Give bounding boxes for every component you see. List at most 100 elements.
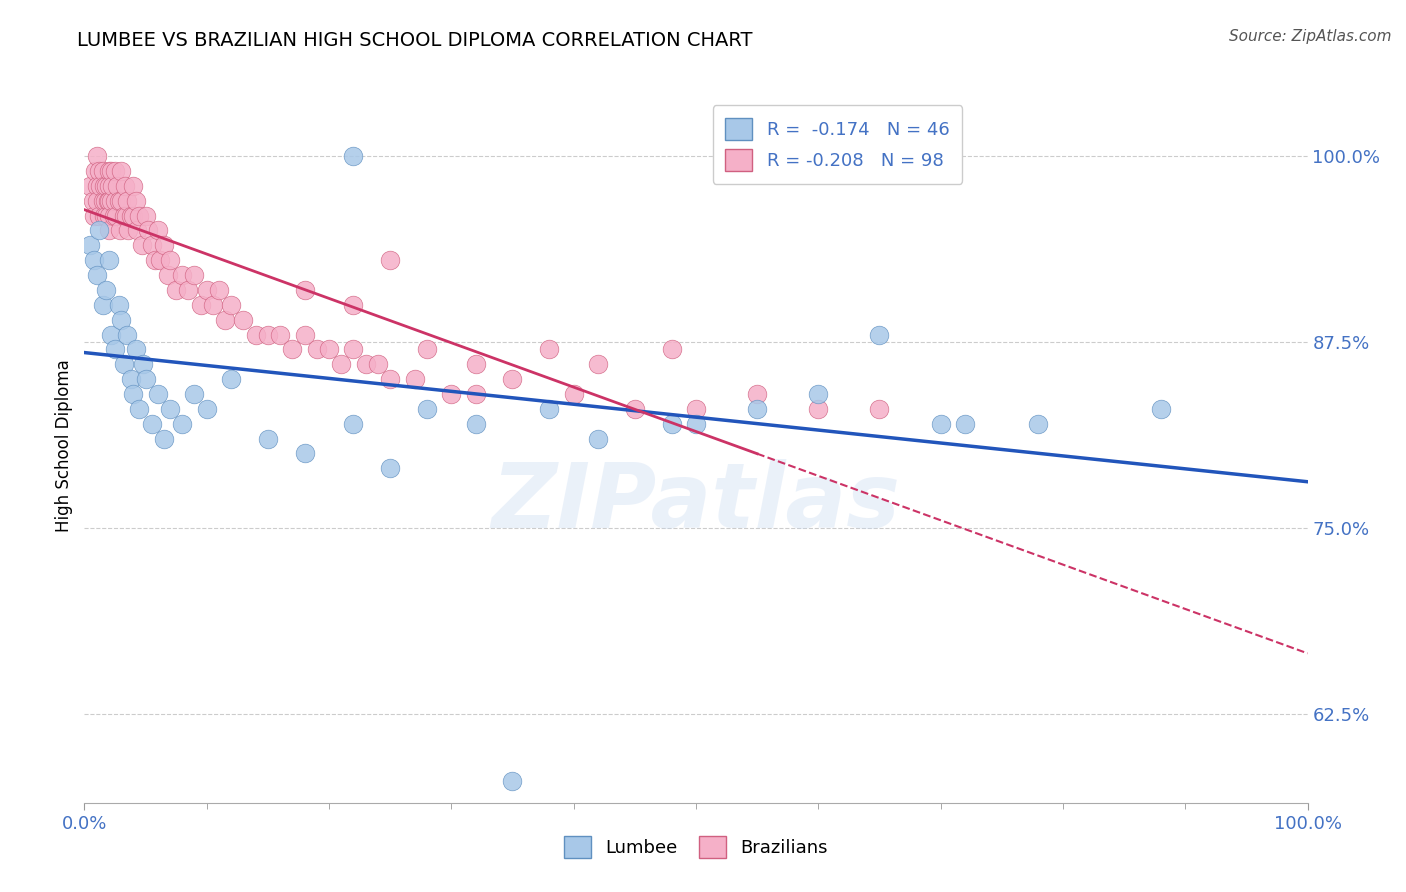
Point: [89, 178, 111, 193]
Text: ZIPatlas: ZIPatlas: [492, 459, 900, 547]
Legend: Lumbee, Brazilians: Lumbee, Brazilians: [557, 829, 835, 865]
Point: [97, 178, 120, 193]
Point: [114, 178, 136, 193]
Point: [101, 178, 124, 193]
Point: [172, 417, 194, 431]
Point: [342, 149, 364, 163]
Point: [183, 387, 205, 401]
Point: [86, 194, 108, 208]
Point: [125, 223, 148, 237]
Point: [342, 298, 364, 312]
Point: [82, 194, 104, 208]
Point: [105, 209, 128, 223]
Point: [464, 387, 486, 401]
Point: [128, 401, 150, 416]
Point: [156, 268, 179, 282]
Point: [125, 194, 148, 208]
Point: [190, 298, 212, 312]
Point: [131, 238, 153, 252]
Point: [146, 387, 169, 401]
Point: [91, 194, 114, 208]
Point: [107, 298, 129, 312]
Point: [97, 223, 120, 237]
Point: [269, 327, 291, 342]
Y-axis label: High School Diploma: High School Diploma: [55, 359, 73, 533]
Point: [1028, 417, 1050, 431]
Point: [120, 209, 142, 223]
Point: [177, 283, 200, 297]
Point: [96, 178, 118, 193]
Point: [86, 149, 108, 163]
Point: [747, 401, 769, 416]
Point: [354, 357, 377, 371]
Point: [294, 283, 316, 297]
Point: [100, 164, 122, 178]
Point: [141, 238, 163, 252]
Point: [586, 432, 609, 446]
Point: [367, 357, 389, 371]
Point: [96, 209, 118, 223]
Point: [93, 178, 115, 193]
Point: [208, 283, 231, 297]
Point: [86, 178, 108, 193]
Point: [83, 209, 105, 223]
Point: [128, 209, 150, 223]
Point: [305, 343, 328, 357]
Point: [747, 387, 769, 401]
Point: [125, 343, 148, 357]
Point: [135, 372, 157, 386]
Point: [869, 401, 891, 416]
Point: [929, 417, 952, 431]
Point: [380, 461, 402, 475]
Point: [624, 401, 647, 416]
Point: [538, 343, 561, 357]
Point: [586, 357, 609, 371]
Point: [440, 387, 463, 401]
Point: [87, 223, 110, 237]
Point: [94, 194, 117, 208]
Point: [562, 387, 585, 401]
Point: [135, 209, 157, 223]
Point: [136, 223, 159, 237]
Point: [110, 312, 132, 326]
Point: [342, 417, 364, 431]
Point: [416, 401, 439, 416]
Point: [107, 194, 129, 208]
Point: [79, 178, 101, 193]
Point: [153, 238, 176, 252]
Point: [294, 327, 316, 342]
Point: [132, 357, 155, 371]
Point: [165, 283, 187, 297]
Point: [105, 178, 128, 193]
Point: [464, 357, 486, 371]
Point: [86, 268, 108, 282]
Text: LUMBEE VS BRAZILIAN HIGH SCHOOL DIPLOMA CORRELATION CHART: LUMBEE VS BRAZILIAN HIGH SCHOOL DIPLOMA …: [77, 31, 752, 50]
Point: [172, 268, 194, 282]
Point: [330, 357, 353, 371]
Point: [953, 417, 976, 431]
Point: [214, 312, 236, 326]
Point: [159, 253, 181, 268]
Point: [87, 164, 110, 178]
Point: [97, 194, 120, 208]
Point: [257, 327, 280, 342]
Point: [404, 372, 426, 386]
Point: [84, 164, 107, 178]
Text: Source: ZipAtlas.com: Source: ZipAtlas.com: [1229, 29, 1392, 44]
Point: [97, 209, 120, 223]
Point: [115, 194, 138, 208]
Point: [91, 298, 114, 312]
Point: [869, 327, 891, 342]
Point: [108, 223, 131, 237]
Point: [112, 209, 135, 223]
Point: [219, 372, 242, 386]
Point: [195, 401, 218, 416]
Point: [807, 401, 830, 416]
Point: [281, 343, 304, 357]
Point: [685, 417, 707, 431]
Point: [97, 194, 120, 208]
Point: [96, 283, 118, 297]
Point: [153, 432, 176, 446]
Point: [83, 253, 105, 268]
Point: [100, 327, 122, 342]
